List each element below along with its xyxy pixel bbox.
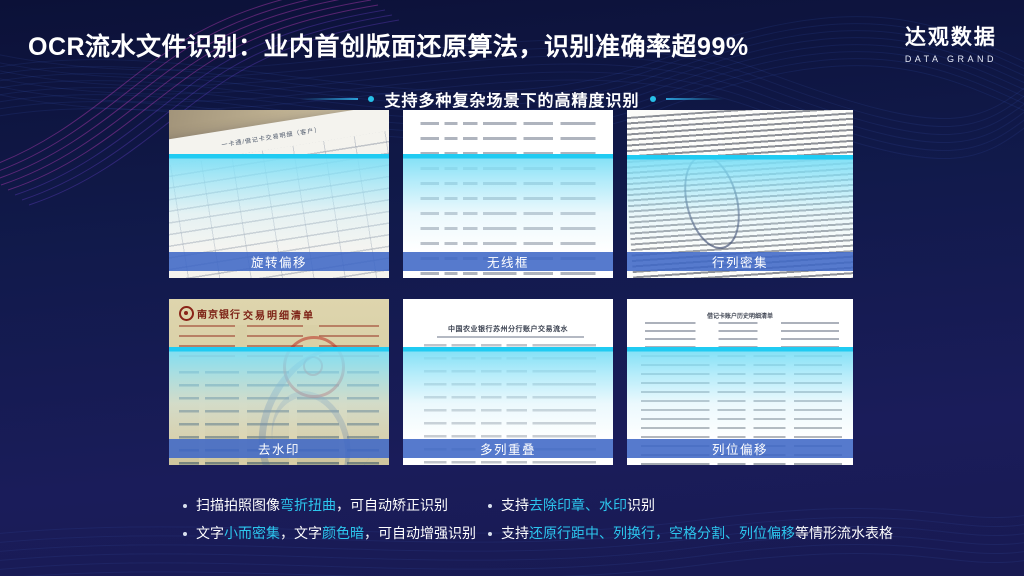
bullet-text-segment: ，文字 — [280, 525, 322, 541]
brand-logo-en: DATA GRAND — [904, 54, 997, 64]
statement-header: 南京银行 交易明细清单 — [177, 305, 381, 322]
bullet-dot-icon — [183, 504, 187, 508]
page-title: OCR流水文件识别：业内首创版面还原算法，识别准确率超99% — [28, 33, 749, 61]
bullets-right: 支持去除印章、水印识别 支持还原行距中、列换行，空格分割、列位偏移等情形流水表格 — [488, 496, 928, 552]
subtitle-line-right — [665, 98, 724, 100]
card-caption: 无线框 — [403, 252, 613, 271]
subtitle-dot-left-icon — [368, 96, 375, 102]
bullet-text-segment: ，可自动增强识别 — [364, 525, 476, 541]
card-caption: 多列重叠 — [403, 439, 613, 458]
brand-logo: 达观数据 DATA GRAND — [905, 21, 997, 64]
bullet-dot-icon — [183, 532, 187, 536]
bullet-text: 支持去除印章、水印识别 — [501, 496, 655, 515]
bullet-dot-icon — [488, 532, 492, 536]
bullet-item: 支持去除印章、水印识别 — [488, 496, 928, 515]
brand-logo-cn: 达观数据 — [904, 26, 997, 49]
subtitle-dot-right-icon — [649, 96, 656, 102]
bullet-text: 扫描拍照图像弯折扭曲，可自动矫正识别 — [196, 496, 448, 515]
bullet-text-segment: 支持 — [501, 525, 529, 541]
card-column-offset: 借记卡账户历史明细清单 列位偏移 — [627, 299, 853, 465]
bullets-left: 扫描拍照图像弯折扭曲，可自动矫正识别 文字小而密集，文字颜色暗，可自动增强识别 — [183, 496, 483, 552]
bullet-item: 支持还原行距中、列换行，空格分割、列位偏移等情形流水表格 — [488, 524, 928, 543]
card-caption: 列位偏移 — [627, 439, 853, 458]
bullet-text-segment: 扫描拍照图像 — [196, 497, 280, 513]
subtitle-line-left — [300, 98, 359, 100]
card-dense-rows-cols: 行列密集 — [627, 110, 853, 278]
bullet-text-segment: 等情形流水表格 — [795, 525, 893, 541]
bullet-item: 文字小而密集，文字颜色暗，可自动增强识别 — [183, 524, 483, 543]
card-rotate-offset: 一卡通/借记卡交易明细（客户） 旋转偏移 — [169, 110, 389, 278]
document-title: 中国农业银行苏州分行账户交易流水 — [448, 325, 568, 333]
bullet-text-segment: 文字 — [196, 525, 224, 541]
bullet-highlight-segment: 弯折扭曲 — [280, 497, 336, 513]
document-title: 交易明细清单 — [243, 311, 315, 322]
card-caption: 去水印 — [169, 439, 389, 458]
bank-name: 南京银行 — [197, 310, 241, 321]
document-subheader — [436, 335, 584, 345]
bullet-text-segment: ，可自动矫正识别 — [336, 497, 448, 513]
bullet-dot-icon — [488, 504, 492, 508]
bullet-text-segment: 支持 — [501, 497, 529, 513]
section-subtitle-row: 支持多种复杂场景下的高精度识别 — [0, 87, 1024, 111]
section-subtitle: 支持多种复杂场景下的高精度识别 — [384, 93, 640, 110]
card-caption: 旋转偏移 — [169, 252, 389, 271]
example-card-grid: 一卡通/借记卡交易明细（客户） 旋转偏移 无线框 行列密集 南京银行 交易明细清… — [169, 110, 853, 465]
bullet-highlight-segment: 颜色暗 — [322, 525, 364, 541]
bullet-text: 支持还原行距中、列换行，空格分割、列位偏移等情形流水表格 — [501, 524, 893, 543]
bullet-item: 扫描拍照图像弯折扭曲，可自动矫正识别 — [183, 496, 483, 515]
bullet-text: 文字小而密集，文字颜色暗，可自动增强识别 — [196, 524, 476, 543]
card-no-gridlines: 无线框 — [403, 110, 613, 278]
bullet-highlight-segment: 小而密集 — [224, 525, 280, 541]
card-multicolumn-overlap: 中国农业银行苏州分行账户交易流水 多列重叠 — [403, 299, 613, 465]
document-title: 借记卡账户历史明细清单 — [706, 313, 773, 320]
bullet-text-segment: 识别 — [627, 497, 655, 513]
bank-logo-icon — [179, 306, 194, 321]
card-remove-watermark: 南京银行 交易明细清单 去水印 — [169, 299, 389, 465]
card-caption: 行列密集 — [627, 252, 853, 271]
bullet-highlight-segment: 还原行距中、列换行，空格分割、列位偏移 — [529, 525, 795, 541]
bullet-highlight-segment: 去除印章、水印 — [529, 497, 627, 513]
